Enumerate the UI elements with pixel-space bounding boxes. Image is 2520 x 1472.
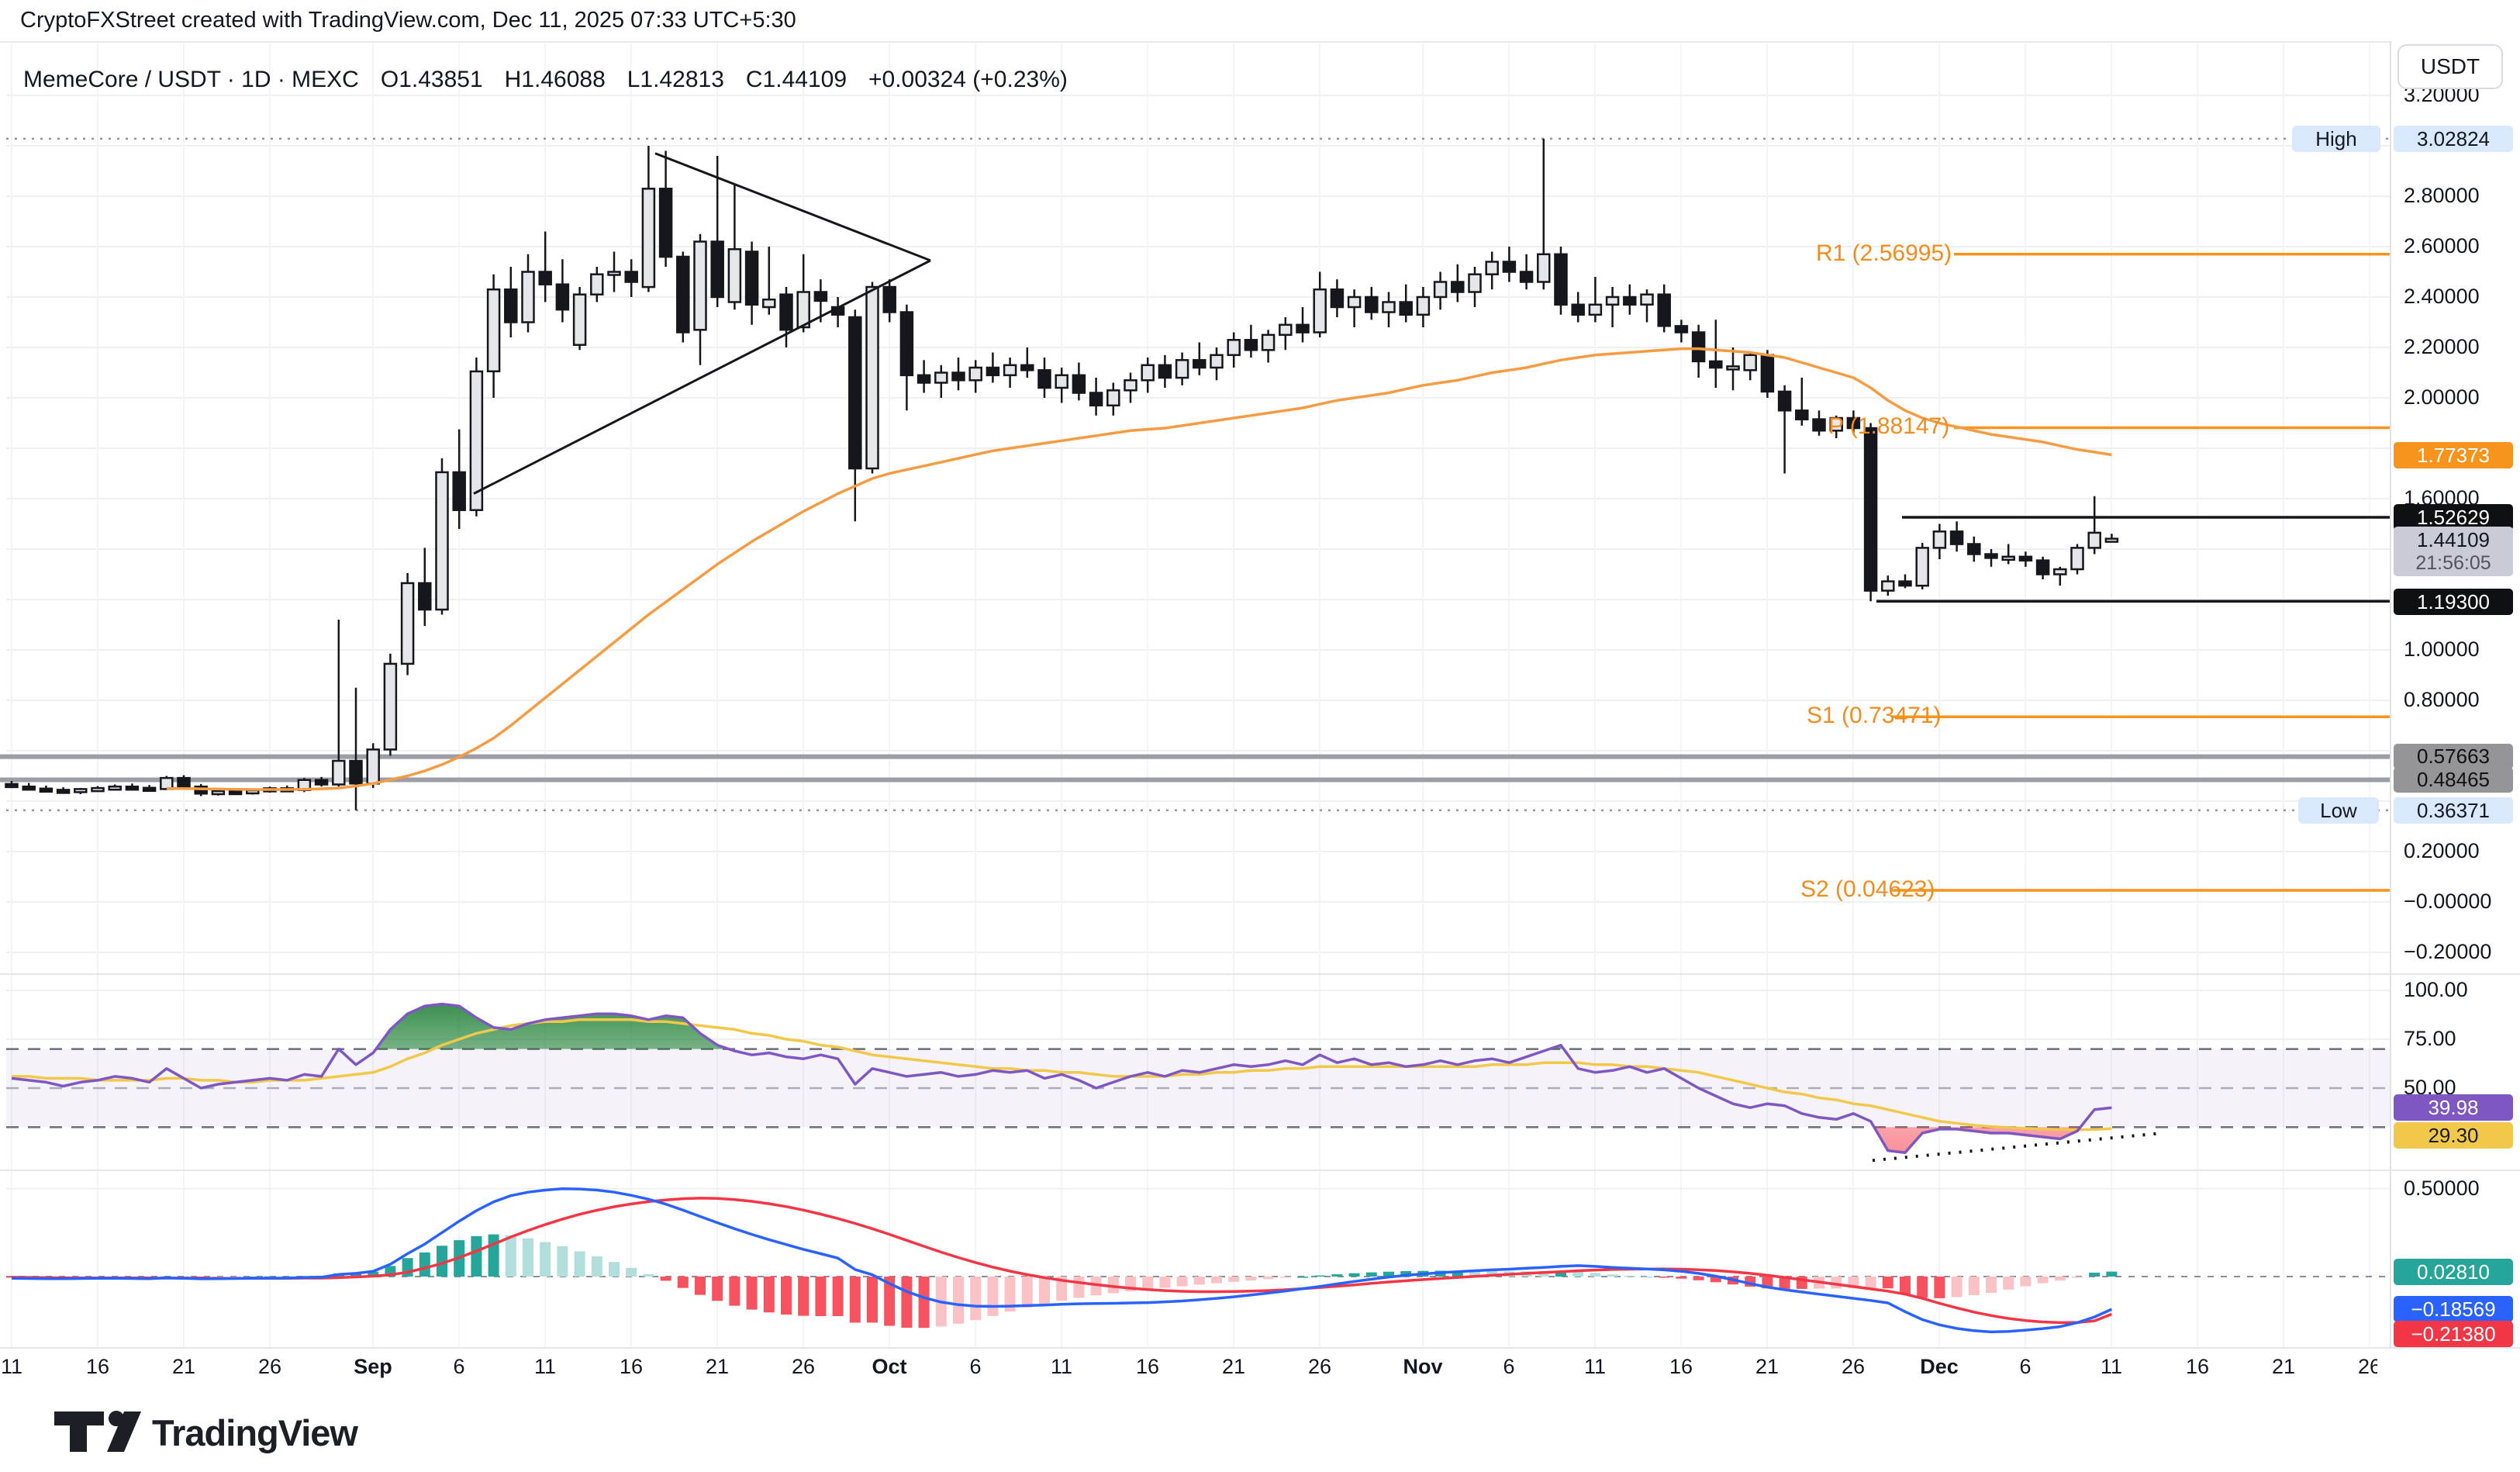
price-tick-label: 2.40000 <box>2404 285 2480 308</box>
time-tick-label: 6 <box>969 1355 982 1378</box>
resistance-line-badge: 1.52629 <box>2394 504 2513 530</box>
macd-signal-line <box>11 1197 2113 1325</box>
time-tick-label: 6 <box>2019 1355 2032 1378</box>
ohlc-close: C1.44109 <box>745 67 847 92</box>
axis-separator <box>2390 41 2391 1382</box>
candles-series <box>5 138 2119 810</box>
price-tick-label: 1.00000 <box>2404 638 2480 661</box>
low-marker-label: Low <box>2298 797 2379 824</box>
gray-level-lower-badge: 0.48465 <box>2394 767 2513 793</box>
gridlines <box>6 43 2390 1347</box>
tradingview-logo[interactable]: TradingView <box>50 1401 484 1459</box>
time-tick-label: 16 <box>619 1355 644 1378</box>
time-tick-label: 11 <box>1050 1355 1073 1378</box>
macd-hist-badge: 0.02810 <box>2394 1259 2513 1285</box>
pivot-p-label[interactable]: P (1.88147) <box>1828 413 1950 439</box>
price-tick-label: −0.20000 <box>2404 940 2492 963</box>
pane-separator-rsi[interactable] <box>0 973 2520 975</box>
time-tick-label: 11 <box>1583 1355 1607 1378</box>
triangle-trendline-1 <box>654 152 931 262</box>
pivot-s1-label[interactable]: S1 (0.73471) <box>1807 703 1942 728</box>
price-axis[interactable] <box>2391 41 2520 1382</box>
last-price-value: 1.44109 <box>2417 527 2490 551</box>
time-tick-label: 21 <box>1755 1355 1780 1378</box>
tradingview-logo-graphic: TradingView <box>54 1411 359 1453</box>
rsi-ma-value-badge: 29.30 <box>2394 1122 2513 1149</box>
price-tick-label: 0.20000 <box>2404 839 2480 862</box>
time-tick-label: 16 <box>85 1355 110 1378</box>
time-tick-label: 21 <box>705 1355 730 1378</box>
symbol-legend: MemeCore / USDT · 1D · MEXC O1.43851 H1.46… <box>23 67 1089 93</box>
attribution-bar: CryptoFXStreet created with TradingView.… <box>0 0 2520 43</box>
symbol-title[interactable]: MemeCore / USDT · 1D · MEXC <box>23 67 359 92</box>
bar-countdown: 21:56:05 <box>2415 551 2491 574</box>
support-line-badge: 1.19300 <box>2394 589 2513 615</box>
pivot-s2-label[interactable]: S2 (0.04623) <box>1800 876 1935 902</box>
time-tick-label: 16 <box>1135 1355 1160 1378</box>
time-axis-ticks: 11 16 21 26 Sep 6 11 16 21 26 Oct 6 11 16 21 26 Nov 6 11 16… <box>0 1349 2377 1384</box>
attribution-text: CryptoFXStreet created with TradingView.… <box>20 8 796 33</box>
pivot-r1-label[interactable]: R1 (2.56995) <box>1816 240 1952 266</box>
price-tick-label: 2.60000 <box>2404 234 2480 257</box>
rsi-line <box>11 1002 2112 1154</box>
ohlc-high: H1.46088 <box>504 67 606 92</box>
high-price-badge: 3.02824 <box>2394 126 2513 152</box>
time-tick-label: 26 <box>257 1355 282 1378</box>
time-tick-label: 6 <box>1503 1355 1515 1378</box>
last-price-badge: 1.44109 21:56:05 <box>2394 527 2513 576</box>
time-tick-month-label: Sep <box>354 1355 392 1378</box>
rsi-value-badge: 39.98 <box>2394 1094 2513 1121</box>
macd-line <box>11 1187 2113 1334</box>
rsi-tick-label: 75.00 <box>2404 1027 2456 1050</box>
low-price-badge: 0.36371 <box>2394 797 2513 824</box>
currency-unit-button[interactable]: USDT <box>2397 44 2503 89</box>
price-tick-label: 0.80000 <box>2404 688 2480 711</box>
tradingview-logo-text: TradingView <box>152 1412 358 1453</box>
time-tick-label: 16 <box>2185 1355 2210 1378</box>
time-tick-month-label: Nov <box>1403 1355 1443 1378</box>
time-tick-label: 16 <box>1669 1355 1693 1378</box>
price-tick-label: 2.00000 <box>2404 385 2480 409</box>
time-tick-month-label: Dec <box>1920 1355 1959 1378</box>
gray-level-upper-badge: 0.57663 <box>2394 744 2513 769</box>
time-tick-label: 21 <box>1221 1355 1246 1378</box>
ohlc-open: O1.43851 <box>380 67 483 92</box>
macd-tick-label: 0.50000 <box>2404 1177 2480 1200</box>
time-tick-label: 21 <box>171 1355 196 1378</box>
price-ma-line <box>166 347 2112 791</box>
ma-value-badge: 1.77373 <box>2394 442 2513 468</box>
rsi-oversold-fill <box>1874 1127 2081 1153</box>
time-tick-label: 21 <box>2271 1355 2296 1378</box>
time-tick-label: 11 <box>2100 1355 2123 1378</box>
time-tick-label: 11 <box>0 1355 23 1378</box>
time-axis[interactable]: 11 16 21 26 Sep 6 11 16 21 26 Oct 6 11 16 21 26 Nov 6 11 16… <box>0 1347 2520 1384</box>
time-tick-label: 26 <box>791 1355 816 1378</box>
rsi-overbought-fill <box>338 1004 1564 1049</box>
time-tick-label: 11 <box>533 1355 557 1378</box>
pane-separator-macd[interactable] <box>0 1170 2520 1171</box>
ohlc-low: L1.42813 <box>627 67 724 92</box>
triangle-trendline-2 <box>473 259 931 495</box>
price-tick-label: −0.00000 <box>2404 890 2492 913</box>
macd-signal-badge: −0.21380 <box>2394 1321 2513 1347</box>
high-marker-label: High <box>2292 126 2380 152</box>
time-tick-label: 26 <box>1841 1355 1866 1378</box>
time-tick-month-label: Oct <box>872 1355 907 1378</box>
macd-line-badge: −0.18569 <box>2394 1296 2513 1322</box>
time-tick-label: 6 <box>453 1355 465 1378</box>
price-tick-label: 2.80000 <box>2404 184 2480 207</box>
rsi-tick-label: 100.00 <box>2404 978 2468 1001</box>
time-tick-label: 26 <box>2357 1355 2377 1378</box>
tradingview-logo-glyph <box>54 1411 141 1452</box>
change-value: +0.00324 (+0.23%) <box>868 67 1068 92</box>
rsi-ma-line <box>12 1018 2112 1132</box>
price-tick-label: 2.20000 <box>2404 335 2480 358</box>
time-tick-label: 26 <box>1307 1355 1332 1378</box>
